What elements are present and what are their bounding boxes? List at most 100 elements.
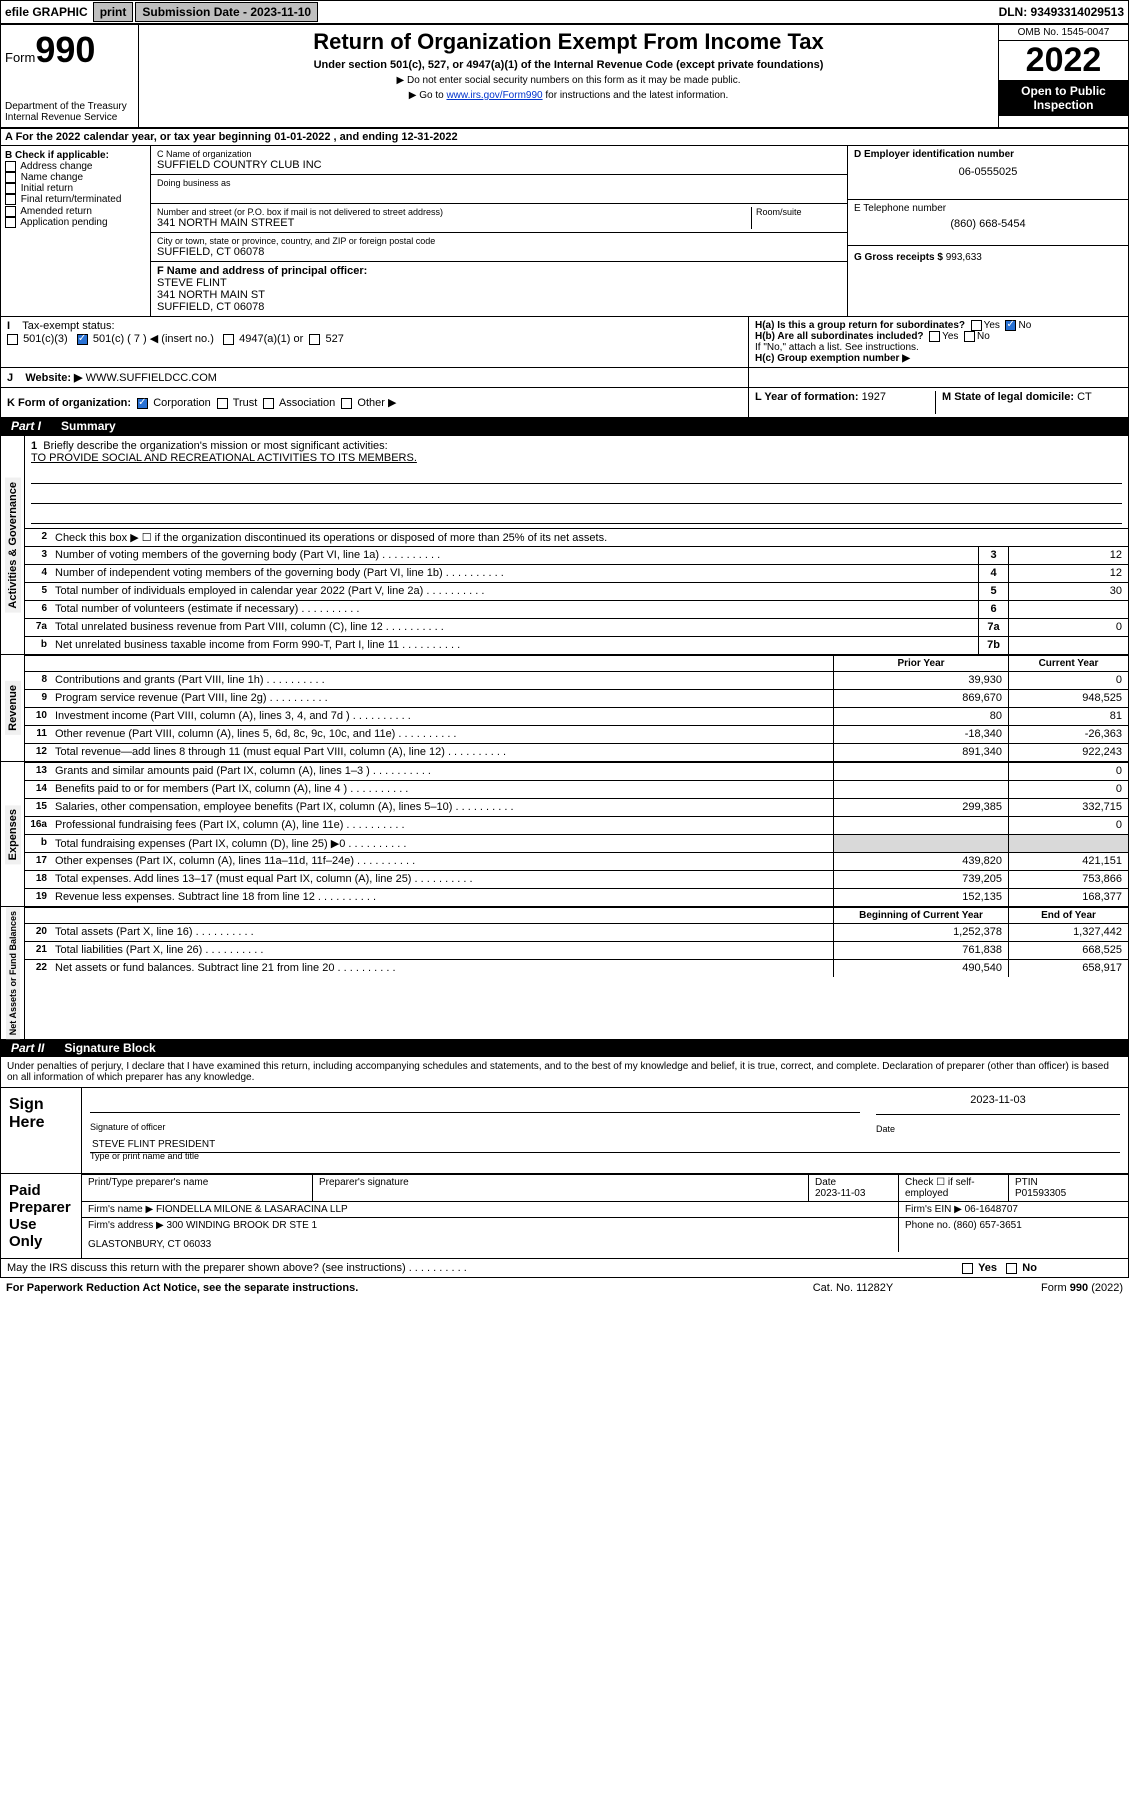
- hb-no[interactable]: [964, 331, 975, 342]
- i-label: Tax-exempt status:: [22, 320, 114, 332]
- rev-section: Revenue Prior Year Current Year 8Contrib…: [1, 654, 1128, 761]
- tab-net: Net Assets or Fund Balances: [6, 907, 20, 1039]
- hb-yes[interactable]: [929, 331, 940, 342]
- summary-row: 9Program service revenue (Part VIII, lin…: [25, 689, 1128, 707]
- cb-trust[interactable]: [217, 398, 228, 409]
- self-employed-check[interactable]: Check ☐ if self-employed: [898, 1175, 1008, 1201]
- firm-addr-line2: GLASTONBURY, CT 06033: [88, 1239, 892, 1250]
- footer-right: Form 990 (2022): [943, 1282, 1123, 1294]
- h-section: I Tax-exempt status: 501(c)(3) 501(c) ( …: [1, 316, 1128, 367]
- ha-question: H(a) Is this a group return for subordin…: [755, 320, 965, 331]
- officer-name-title: STEVE FLINT PRESIDENT: [92, 1139, 215, 1150]
- m-label: M State of legal domicile:: [942, 391, 1077, 403]
- street-box: Number and street (or P.O. box if mail i…: [151, 204, 847, 233]
- cb-501c[interactable]: [77, 334, 88, 345]
- instructions-link[interactable]: www.irs.gov/Form990: [446, 90, 542, 101]
- lbl-501c3: 501(c)(3): [23, 333, 68, 345]
- check-item[interactable]: [5, 172, 16, 183]
- discuss-yes-lbl: Yes: [978, 1262, 997, 1274]
- ha-yes-lbl: Yes: [984, 320, 1000, 331]
- m-value: CT: [1077, 391, 1092, 403]
- summary-row: bTotal fundraising expenses (Part IX, co…: [25, 834, 1128, 852]
- dba-box: Doing business as: [151, 175, 847, 204]
- cb-other[interactable]: [341, 398, 352, 409]
- summary-row: 15Salaries, other compensation, employee…: [25, 798, 1128, 816]
- org-name: SUFFIELD COUNTRY CLUB INC: [157, 159, 841, 171]
- summary-row: 19Revenue less expenses. Subtract line 1…: [25, 888, 1128, 906]
- tax-year: 2022: [999, 41, 1128, 80]
- check-item[interactable]: [5, 194, 16, 205]
- hb-no-lbl: No: [977, 331, 990, 342]
- summary-row: 18Total expenses. Add lines 13–17 (must …: [25, 870, 1128, 888]
- check-item[interactable]: [5, 183, 16, 194]
- website-label: Website: ▶: [25, 372, 82, 384]
- preparer-name-label: Print/Type preparer's name: [82, 1175, 312, 1201]
- ein-label: D Employer identification number: [854, 149, 1122, 160]
- lbl-501c: 501(c) ( 7 ) ◀ (insert no.): [93, 333, 214, 345]
- print-button[interactable]: print: [93, 2, 134, 22]
- ptin-label: PTIN: [1015, 1177, 1122, 1188]
- summary-row: 10Investment income (Part VIII, column (…: [25, 707, 1128, 725]
- discuss-yes[interactable]: [962, 1263, 973, 1274]
- submission-date-button[interactable]: Submission Date - 2023-11-10: [135, 2, 318, 22]
- discuss-no-lbl: No: [1022, 1262, 1037, 1274]
- f-label: F Name and address of principal officer:: [157, 265, 841, 277]
- efile-label: efile GRAPHIC: [1, 5, 92, 19]
- exp-section: Expenses 13Grants and similar amounts pa…: [1, 761, 1128, 906]
- form-header: Form990 Department of the Treasury Inter…: [1, 25, 1128, 128]
- j-row: J Website: ▶ WWW.SUFFIELDCC.COM: [1, 367, 1128, 387]
- check-item[interactable]: [5, 206, 16, 217]
- sign-date-value: 2023-11-03: [868, 1094, 1128, 1106]
- cb-assoc[interactable]: [263, 398, 274, 409]
- entity-block: B Check if applicable: Address change Na…: [1, 145, 1128, 316]
- check-item[interactable]: [5, 161, 16, 172]
- form-prefix: Form: [5, 50, 35, 65]
- officer-street: 341 NORTH MAIN ST: [157, 289, 841, 301]
- exp-rows-container: 13Grants and similar amounts paid (Part …: [25, 762, 1128, 906]
- summary-row: 14Benefits paid to or for members (Part …: [25, 780, 1128, 798]
- irs-label: Internal Revenue Service: [5, 112, 134, 123]
- ha-no[interactable]: [1005, 320, 1016, 331]
- lbl-4947: 4947(a)(1) or: [239, 333, 303, 345]
- l-label: L Year of formation:: [755, 391, 862, 403]
- net-rows-container: 20Total assets (Part X, line 16)1,252,37…: [25, 923, 1128, 977]
- room-label: Room/suite: [756, 207, 841, 217]
- h-right: H(a) Is this a group return for subordin…: [748, 317, 1128, 367]
- cb-corp[interactable]: [137, 398, 148, 409]
- form-number: 990: [35, 29, 95, 70]
- hb-question: H(b) Are all subordinates included?: [755, 331, 924, 342]
- sign-here-label: Sign Here: [1, 1088, 81, 1173]
- open-to-public: Open to Public Inspection: [999, 80, 1128, 116]
- org-name-box: C Name of organization SUFFIELD COUNTRY …: [151, 146, 847, 175]
- check-item[interactable]: [5, 217, 16, 228]
- perjury-text: Under penalties of perjury, I declare th…: [1, 1057, 1128, 1087]
- ifno-note: If "No," attach a list. See instructions…: [755, 342, 1122, 353]
- discuss-text: May the IRS discuss this return with the…: [7, 1262, 406, 1274]
- firm-addr-value: 300 WINDING BROOK DR STE 1: [167, 1220, 318, 1231]
- lbl-assoc: Association: [279, 397, 335, 409]
- summary-row: 4Number of independent voting members of…: [25, 564, 1128, 582]
- ein-value: 06-0555025: [854, 166, 1122, 178]
- cb-4947[interactable]: [223, 334, 234, 345]
- net-header: Beginning of Current Year End of Year: [25, 907, 1128, 923]
- cb-527[interactable]: [309, 334, 320, 345]
- sign-date-label: Date: [876, 1124, 895, 1134]
- discuss-no[interactable]: [1006, 1263, 1017, 1274]
- summary-row: 8Contributions and grants (Part VIII, li…: [25, 671, 1128, 689]
- hb-yes-lbl: Yes: [942, 331, 958, 342]
- firm-phone-label: Phone no.: [905, 1220, 953, 1231]
- cb-501c3[interactable]: [7, 334, 18, 345]
- tax-exempt-row: I Tax-exempt status: 501(c)(3) 501(c) ( …: [1, 317, 748, 367]
- summary-row: 20Total assets (Part X, line 16)1,252,37…: [25, 923, 1128, 941]
- street-label: Number and street (or P.O. box if mail i…: [157, 207, 751, 217]
- ha-yes[interactable]: [971, 320, 982, 331]
- brief-num: 1: [31, 440, 37, 452]
- line2-num: 2: [25, 529, 51, 546]
- line2-text: Check this box ▶ ☐ if the organization d…: [51, 529, 1128, 546]
- firm-ein-value: 06-1648707: [965, 1204, 1018, 1215]
- subtitle-1: Under section 501(c), 527, or 4947(a)(1)…: [145, 59, 992, 71]
- summary-row: 3Number of voting members of the governi…: [25, 546, 1128, 564]
- summary-row: 16aProfessional fundraising fees (Part I…: [25, 816, 1128, 834]
- paid-preparer-row: Paid Preparer Use Only Print/Type prepar…: [1, 1173, 1128, 1258]
- city-label: City or town, state or province, country…: [157, 236, 841, 246]
